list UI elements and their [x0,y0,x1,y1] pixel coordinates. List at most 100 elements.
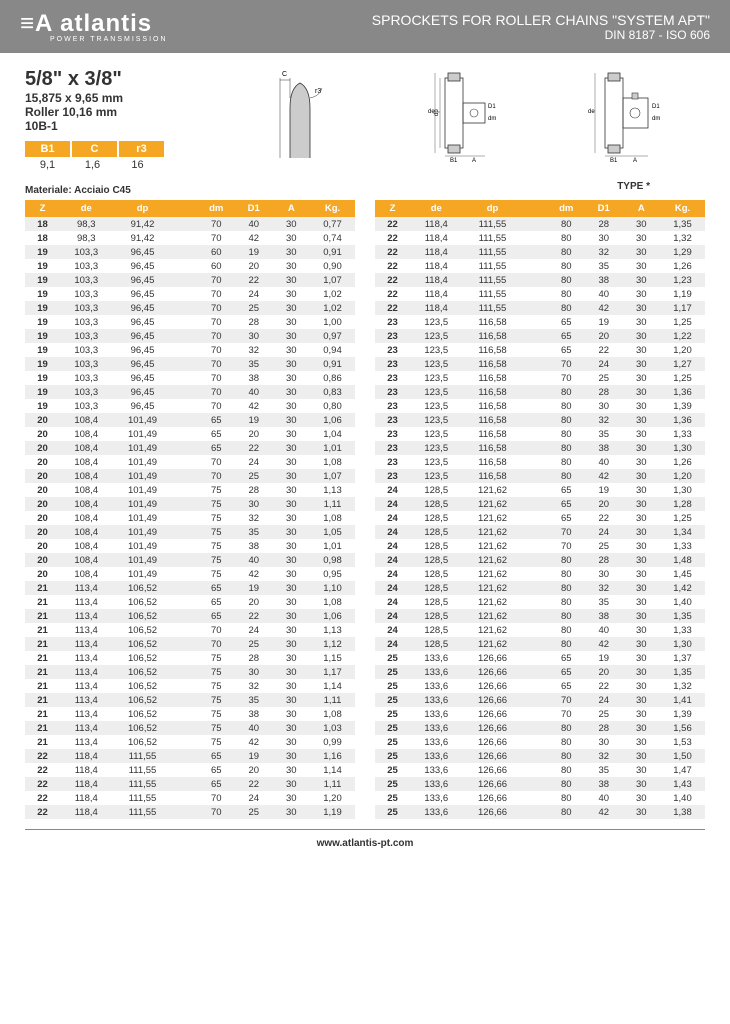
table-cell: 25 [375,805,410,819]
table-cell: 0,80 [310,399,355,413]
table-cell: 113,4 [60,679,113,693]
table-cell: 25 [585,371,623,385]
table-cell: 121,62 [463,553,523,567]
table-cell: 80 [548,273,586,287]
table-cell: 108,4 [60,511,113,525]
table-cell: 19 [235,749,273,763]
table-cell: 30 [235,497,273,511]
table-cell: 116,58 [463,315,523,329]
table-cell: 1,17 [660,301,705,315]
table-cell: 42 [235,399,273,413]
table-cell: 118,4 [60,805,113,819]
table-row: 19103,396,457035300,91 [25,357,355,371]
table-cell: 101,49 [113,455,173,469]
table-cell: 103,3 [60,343,113,357]
table-cell: 65 [548,665,586,679]
table-cell [173,805,198,819]
table-cell: 30 [273,721,311,735]
table-cell: 133,6 [410,693,463,707]
table-cell: 118,4 [410,245,463,259]
table-cell: 30 [623,721,661,735]
col-header: de [60,200,113,217]
table-cell: 116,58 [463,441,523,455]
table-cell: 30 [623,749,661,763]
table-cell [173,651,198,665]
table-cell: 30 [623,735,661,749]
table-cell: 30 [585,231,623,245]
table-row: 24128,5121,628042301,30 [375,637,705,651]
table-cell: 25 [235,301,273,315]
table-cell: 60 [198,259,236,273]
table-cell [173,497,198,511]
table-cell: 1,33 [660,623,705,637]
table-cell [173,609,198,623]
table-cell: 65 [548,343,586,357]
table-cell: 20 [25,567,60,581]
footer: www.atlantis-pt.com [25,829,705,857]
table-cell: 30 [273,567,311,581]
table-cell: 0,99 [310,735,355,749]
table-cell: 65 [198,413,236,427]
table-cell: 101,49 [113,469,173,483]
table-cell [523,497,548,511]
table-cell: 80 [548,791,586,805]
table-cell: 128,5 [410,497,463,511]
table-cell: 96,45 [113,259,173,273]
table-cell: 106,52 [113,679,173,693]
type-label: TYPE * [617,181,650,200]
table-row: 20108,4101,497532301,08 [25,511,355,525]
table-cell: 96,45 [113,343,173,357]
table-cell [173,455,198,469]
table-cell: 1,01 [310,441,355,455]
table-cell: 128,5 [410,511,463,525]
table-row: 25133,6126,668028301,56 [375,721,705,735]
table-cell [523,791,548,805]
table-cell: 30 [623,693,661,707]
table-cell: 70 [198,315,236,329]
table-cell: 30 [623,777,661,791]
table-cell: 21 [25,693,60,707]
table-cell: 30 [273,329,311,343]
table-cell: 19 [585,651,623,665]
table-cell: 0,77 [310,217,355,231]
table-cell: 123,5 [410,357,463,371]
col-header: D1 [235,200,273,217]
table-cell: 80 [548,469,586,483]
svg-text:B1: B1 [610,158,618,163]
table-cell: 106,52 [113,637,173,651]
table-cell: 24 [375,581,410,595]
logo-text: ≡A atlantis [20,10,152,37]
table-cell: 111,55 [463,273,523,287]
table-cell: 25 [375,679,410,693]
col-header: D1 [585,200,623,217]
table-cell: 70 [198,623,236,637]
table-cell: 80 [548,427,586,441]
table-row: 21113,4106,527535301,11 [25,693,355,707]
table-cell: 1,02 [310,287,355,301]
table-cell: 25 [375,721,410,735]
table-cell: 30 [273,385,311,399]
table-row: 22118,4111,558035301,26 [375,259,705,273]
table-cell: 18 [25,231,60,245]
table-cell: 30 [623,301,661,315]
table-row: 21113,4106,527542300,99 [25,735,355,749]
table-cell: 113,4 [60,665,113,679]
table-cell: 1,13 [310,483,355,497]
table-cell [523,455,548,469]
table-cell: 101,49 [113,511,173,525]
table-cell: 30 [273,245,311,259]
table-cell [173,511,198,525]
col-header: Kg. [310,200,355,217]
table-cell: 1,11 [310,693,355,707]
table-cell: 80 [548,455,586,469]
table-cell: 126,66 [463,763,523,777]
table-cell: 1,35 [660,217,705,231]
table-cell: 126,66 [463,805,523,819]
table-row: 24128,5121,626520301,28 [375,497,705,511]
table-cell: 42 [585,301,623,315]
table-cell: 22 [375,245,410,259]
table-cell: 118,4 [410,259,463,273]
table-cell: 20 [25,455,60,469]
table-cell: 133,6 [410,735,463,749]
table-cell: 80 [548,231,586,245]
